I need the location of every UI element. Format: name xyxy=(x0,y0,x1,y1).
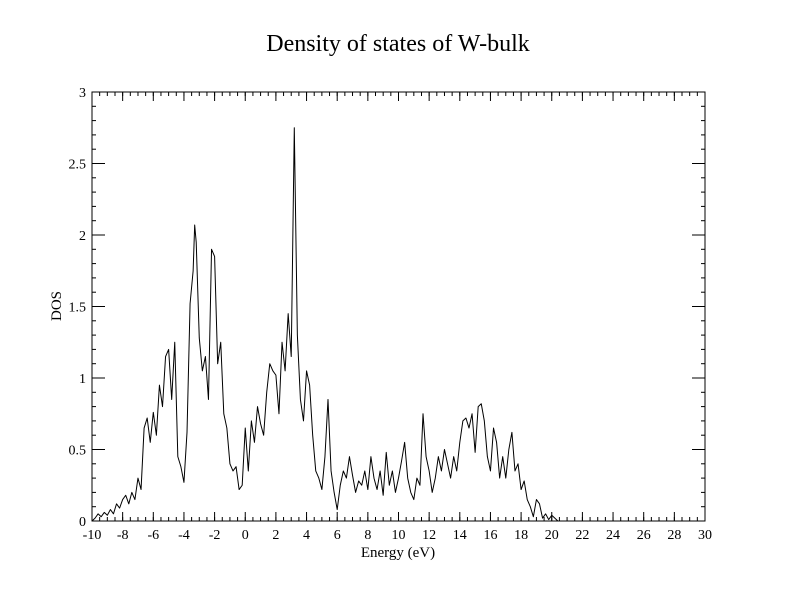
y-tick-label: 1 xyxy=(79,372,86,387)
y-axis-label: DOS xyxy=(49,291,65,321)
x-tick-label: -10 xyxy=(83,528,102,543)
x-tick-label: 10 xyxy=(392,528,406,543)
x-tick-label: 24 xyxy=(606,528,620,543)
x-tick-label: 30 xyxy=(698,528,712,543)
x-axis-ticks: -10 -8 -6 -4 -2 0 2 4 6 8 10 12 14 16 18 20 22 24 26 28 30 xyxy=(83,92,712,543)
x-tick-label: 4 xyxy=(303,528,310,543)
x-tick-label: -8 xyxy=(117,528,129,543)
y-axis-ticks: 0 0.5 1 1.5 2 2.5 3 xyxy=(69,86,705,530)
y-tick-label: 0 xyxy=(79,515,86,530)
x-tick-label: -2 xyxy=(209,528,221,543)
x-tick-label: 8 xyxy=(364,528,371,543)
x-tick-label: 14 xyxy=(453,528,467,543)
x-tick-label: 12 xyxy=(422,528,436,543)
chart-title: Density of states of W-bulk xyxy=(266,31,530,57)
x-tick-label: -4 xyxy=(178,528,190,543)
x-tick-label: -6 xyxy=(147,528,159,543)
plot-area: -10 -8 -6 -4 -2 0 2 4 6 8 10 12 14 16 18 20 22 24 26 28 30 0… xyxy=(69,86,713,543)
y-tick-label: 1.5 xyxy=(69,301,87,316)
x-tick-label: 20 xyxy=(545,528,559,543)
x-tick-label: 26 xyxy=(637,528,651,543)
x-tick-label: 18 xyxy=(514,528,528,543)
dos-series-line xyxy=(91,127,644,522)
x-tick-label: 6 xyxy=(334,528,341,543)
y-tick-label: 0.5 xyxy=(69,444,87,459)
y-tick-label: 2.5 xyxy=(69,158,87,173)
x-tick-label: 0 xyxy=(242,528,249,543)
minor-ticks xyxy=(91,91,706,522)
plot-frame xyxy=(91,91,706,522)
x-tick-label: 16 xyxy=(483,528,497,543)
x-axis-label: Energy (eV) xyxy=(361,545,435,561)
x-tick-label: 28 xyxy=(667,528,681,543)
y-tick-label: 2 xyxy=(79,229,86,244)
y-tick-label: 3 xyxy=(79,86,86,101)
x-tick-label: 2 xyxy=(272,528,279,543)
x-tick-label: 22 xyxy=(575,528,589,543)
